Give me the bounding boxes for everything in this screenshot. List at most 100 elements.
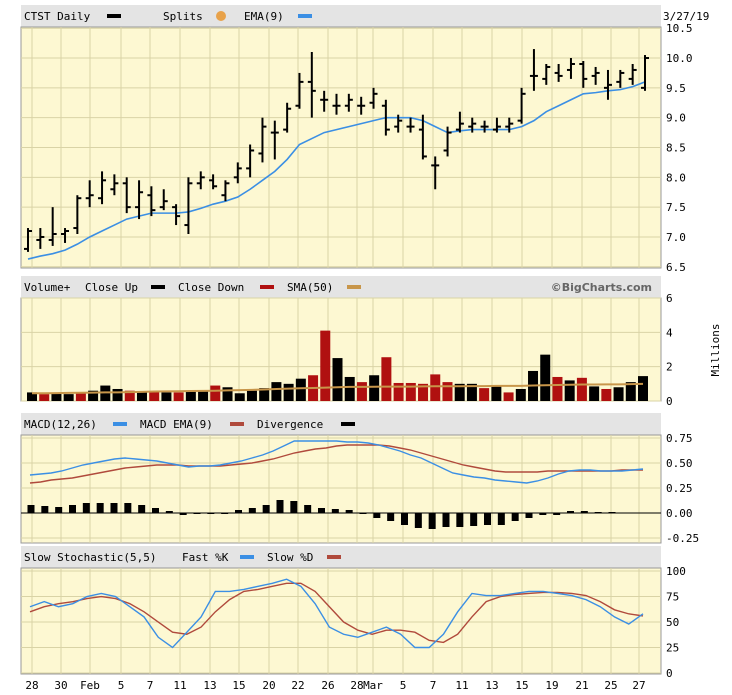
volume-bar bbox=[393, 382, 404, 401]
close-up-label: Close Up bbox=[85, 281, 138, 294]
price-bar bbox=[110, 174, 119, 196]
price-bar bbox=[135, 180, 144, 220]
volume-bar bbox=[332, 358, 343, 401]
price-bar bbox=[332, 93, 341, 115]
slow-d-legend-swatch bbox=[327, 555, 341, 559]
price-bar bbox=[307, 52, 316, 118]
close-down-swatch bbox=[260, 285, 274, 289]
volume-bar bbox=[430, 374, 441, 401]
price-bar bbox=[418, 114, 427, 160]
price-bar bbox=[443, 126, 452, 157]
volume-bar bbox=[503, 392, 514, 401]
x-tick-label: 25 bbox=[604, 679, 617, 692]
volume-unit-label: Millions bbox=[709, 324, 722, 377]
volume-bar bbox=[63, 394, 74, 401]
price-bar bbox=[283, 102, 292, 133]
price-bar bbox=[554, 63, 563, 82]
volume-bar bbox=[515, 388, 526, 401]
volume-bar bbox=[576, 377, 587, 401]
price-bar bbox=[616, 69, 625, 88]
x-tick-label: 11 bbox=[455, 679, 468, 692]
price-bar bbox=[431, 156, 440, 190]
divergence-bar bbox=[442, 513, 450, 527]
macd-y-tick-label: 0.50 bbox=[666, 457, 693, 470]
divergence-bar bbox=[276, 500, 284, 513]
macd-plot-area bbox=[20, 434, 662, 544]
volume-bar bbox=[491, 385, 502, 401]
volume-y-tick-label: 4 bbox=[666, 326, 673, 339]
divergence-bar bbox=[138, 505, 146, 513]
divergence-bar bbox=[110, 503, 118, 513]
price-bar bbox=[209, 174, 218, 190]
volume-bar bbox=[613, 387, 624, 401]
divergence-bar bbox=[55, 507, 63, 513]
ema-label: EMA(9) bbox=[244, 10, 284, 23]
volume-bar bbox=[295, 378, 306, 401]
divergence-bar bbox=[428, 513, 436, 529]
stoch-y-tick-label: 0 bbox=[666, 667, 673, 680]
x-tick-label: 19 bbox=[545, 679, 558, 692]
volume-bar bbox=[112, 388, 123, 401]
price-bar bbox=[270, 120, 279, 160]
volume-bar bbox=[320, 330, 331, 401]
divergence-bar bbox=[248, 508, 256, 513]
volume-bar bbox=[51, 393, 62, 401]
macd-y-tick-label: 0.75 bbox=[666, 432, 693, 445]
x-tick-label: 15 bbox=[232, 679, 245, 692]
macd-header: MACD(12,26) MACD EMA(9) Divergence bbox=[21, 413, 661, 435]
price-y-tick-label: 6.5 bbox=[666, 261, 686, 274]
price-bar bbox=[468, 117, 477, 133]
x-tick-label: Feb bbox=[80, 679, 100, 692]
divergence-bar bbox=[539, 513, 547, 515]
volume-bar bbox=[39, 394, 50, 401]
volume-bar bbox=[136, 392, 147, 401]
volume-bar bbox=[161, 392, 172, 401]
volume-bar bbox=[124, 390, 135, 401]
volume-bar bbox=[442, 382, 453, 401]
price-bar bbox=[61, 228, 70, 243]
x-tick-label: 7 bbox=[430, 679, 437, 692]
brand-label: ©BigCharts.com bbox=[551, 281, 652, 294]
volume-bar bbox=[405, 382, 416, 401]
price-bar bbox=[566, 58, 575, 79]
price-legend-swatch bbox=[107, 14, 121, 18]
volume-bar bbox=[210, 385, 221, 401]
sma-legend-swatch bbox=[347, 285, 361, 289]
stoch-y-tick-label: 100 bbox=[666, 565, 686, 578]
volume-bar bbox=[638, 376, 648, 401]
price-bar bbox=[628, 63, 637, 85]
volume-panel: 6 4 2 0 bbox=[20, 292, 673, 408]
divergence-legend-swatch bbox=[341, 422, 355, 426]
price-bar bbox=[542, 63, 551, 85]
divergence-bar bbox=[96, 503, 104, 513]
volume-bar bbox=[88, 390, 99, 401]
price-bar bbox=[320, 90, 329, 112]
x-tick-label: 20 bbox=[262, 679, 275, 692]
price-y-tick-label: 10.5 bbox=[666, 22, 693, 35]
volume-bar bbox=[246, 390, 257, 401]
price-bar bbox=[394, 114, 403, 133]
x-tick-label: 11 bbox=[173, 679, 186, 692]
price-bar bbox=[258, 117, 267, 163]
price-bar bbox=[357, 96, 366, 115]
divergence-bar bbox=[497, 513, 505, 525]
volume-bar bbox=[418, 383, 429, 401]
price-bar bbox=[233, 162, 242, 184]
close-down-label: Close Down bbox=[178, 281, 244, 294]
price-bar bbox=[381, 99, 390, 136]
price-bar bbox=[344, 93, 353, 112]
volume-y-tick-label: 0 bbox=[666, 395, 673, 408]
stoch-y-tick-label: 75 bbox=[666, 591, 679, 604]
volume-bar bbox=[198, 390, 209, 401]
divergence-bar bbox=[580, 511, 588, 513]
divergence-bar bbox=[608, 512, 616, 513]
volume-bar bbox=[625, 382, 636, 401]
sma-line bbox=[32, 382, 644, 395]
divergence-bar bbox=[594, 512, 602, 513]
divergence-bar bbox=[207, 513, 215, 514]
price-header: CTST Daily Splits EMA(9) 3/27/19 bbox=[21, 5, 709, 27]
divergence-bar bbox=[359, 513, 367, 514]
divergence-bar bbox=[41, 506, 49, 513]
price-bar bbox=[24, 228, 32, 252]
